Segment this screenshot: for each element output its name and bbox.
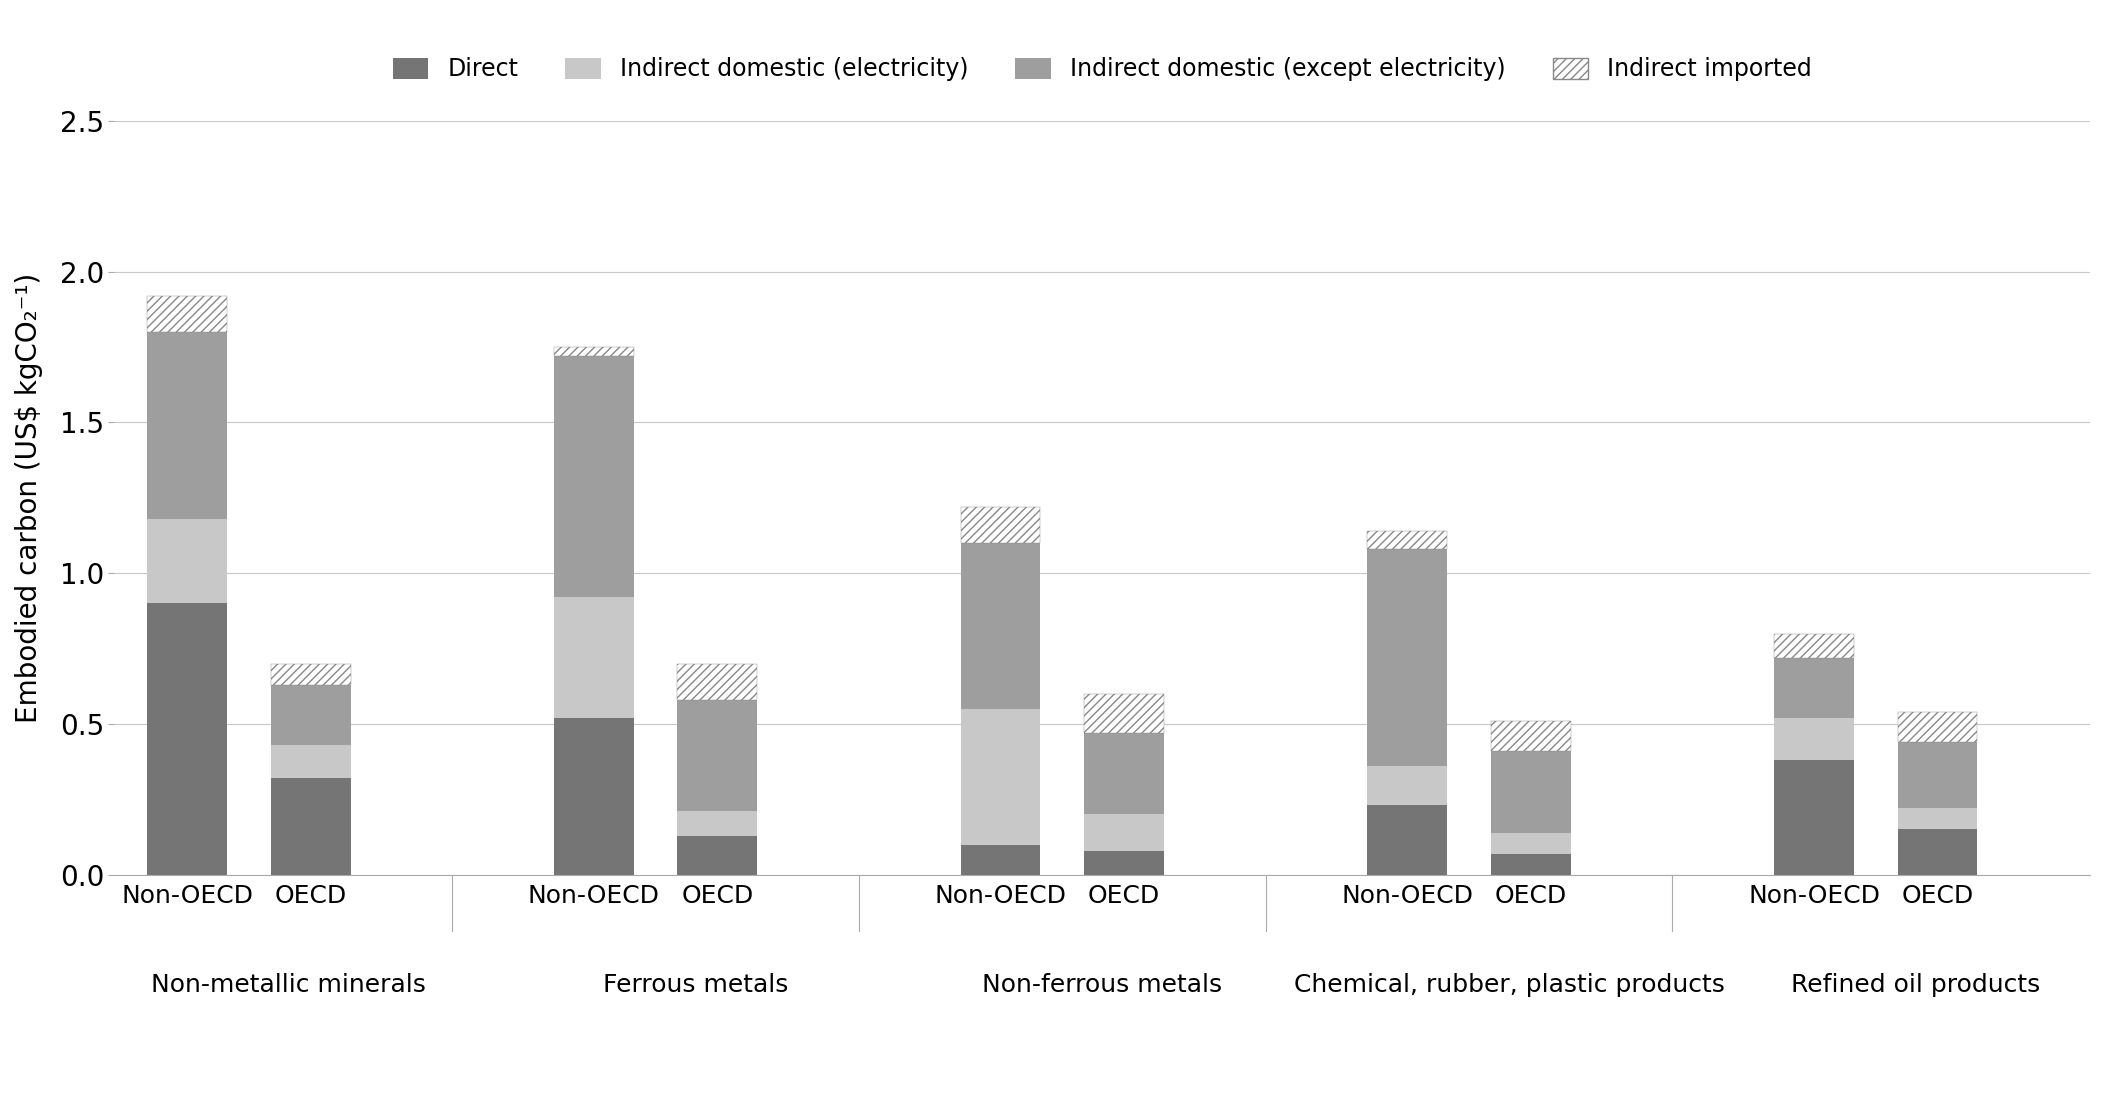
Bar [678,700,758,811]
Bar [960,506,1040,543]
Bar [272,778,352,874]
Bar [960,844,1040,874]
Text: Non-metallic minerals: Non-metallic minerals [152,972,425,996]
Bar [1490,751,1570,832]
Bar [1897,808,1977,829]
Bar [1775,718,1855,760]
Bar [1084,694,1164,733]
Bar [147,519,227,603]
Text: Ferrous metals: Ferrous metals [602,972,787,996]
Legend: Direct, Indirect domestic (electricity), Indirect domestic (except electricity),: Direct, Indirect domestic (electricity),… [394,57,1812,81]
Bar [147,296,227,333]
Bar [1775,760,1855,874]
Bar [1775,633,1855,657]
Bar [554,718,634,874]
Bar [554,356,634,598]
Bar [1368,766,1448,805]
Bar [147,333,227,519]
Bar [1897,742,1977,808]
Text: Refined oil products: Refined oil products [1791,972,2040,996]
Y-axis label: Embodied carbon (US$ kgCO₂⁻¹): Embodied carbon (US$ kgCO₂⁻¹) [15,273,42,723]
Bar [1084,733,1164,815]
Text: Non-ferrous metals: Non-ferrous metals [983,972,1223,996]
Bar [1368,805,1448,874]
Bar [1490,721,1570,751]
Bar [272,664,352,685]
Bar [554,347,634,356]
Bar [272,685,352,745]
Bar [678,664,758,700]
Bar [678,811,758,836]
Text: Chemical, rubber, plastic products: Chemical, rubber, plastic products [1292,972,1724,996]
Bar [1775,657,1855,718]
Bar [678,836,758,874]
Bar [1897,829,1977,874]
Bar [1490,832,1570,853]
Bar [554,598,634,718]
Bar [1368,549,1448,766]
Bar [1368,531,1448,549]
Bar [1084,815,1164,851]
Bar [960,543,1040,709]
Bar [960,709,1040,844]
Bar [272,745,352,778]
Bar [1490,853,1570,874]
Bar [147,603,227,874]
Bar [1084,851,1164,874]
Bar [1897,712,1977,742]
